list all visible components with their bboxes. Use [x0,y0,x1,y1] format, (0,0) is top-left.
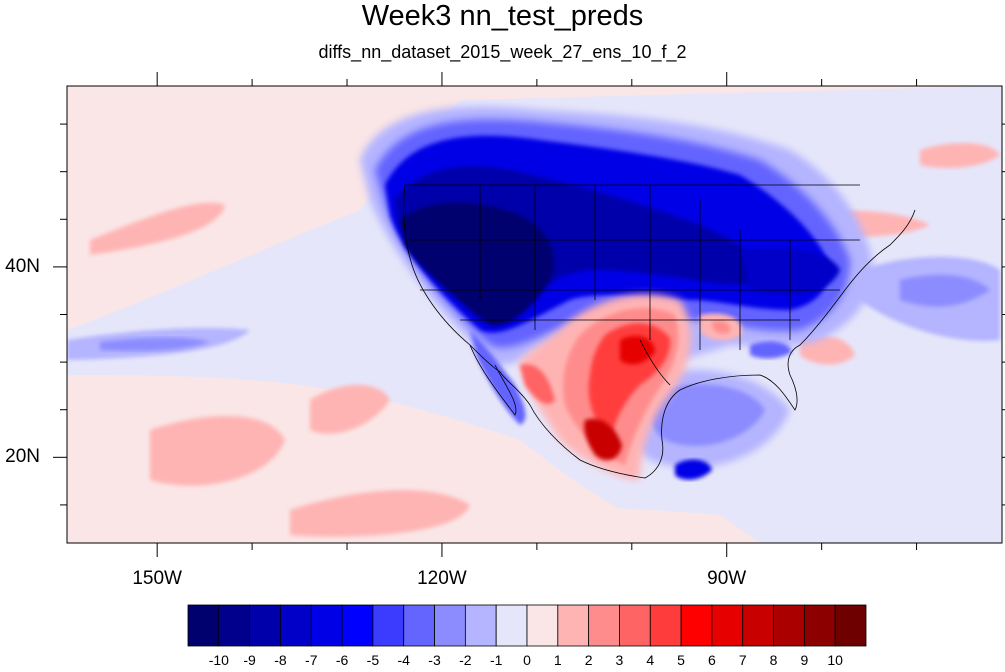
colorbar-swatch [464,604,497,647]
colorbar-swatch [711,604,744,647]
colorbar-label: -10 [208,652,229,668]
map-title: Week3 nn_test_preds [361,0,644,32]
lat-label: 40N [5,255,40,277]
lon-label: 120W [417,568,467,589]
colorbar-label: -2 [459,652,472,668]
colorbar-label: -8 [274,652,287,668]
colorbar-swatch [773,604,805,647]
colorbar-swatch [341,604,374,647]
colorbar-swatch [834,604,867,647]
colorbar-swatch [280,604,312,647]
colorbar-label: 4 [646,652,655,668]
colorbar-label: -3 [428,652,441,668]
lat-label: 20N [5,446,40,468]
colorbar-label: 9 [800,652,809,668]
colorbar-label: 8 [769,652,778,668]
colorbar-label: 5 [677,652,685,668]
lon-label: 90W [707,568,747,589]
colorbar-label: 7 [738,652,747,668]
colorbar-swatch [495,604,528,647]
colorbar-swatch [372,604,405,647]
colorbar-label: -4 [397,652,410,668]
colorbar-label: 1 [553,652,562,668]
colorbar-swatch [249,604,281,647]
coastlines [403,184,916,479]
colorbar-label: -7 [305,652,318,668]
colorbar-label: -9 [243,652,256,668]
colorbar-swatch [742,604,774,647]
colorbar-label: -5 [366,652,380,668]
colorbar-swatch [588,604,620,647]
colorbar-swatch [526,604,559,647]
colorbar-swatch [310,604,343,647]
colorbar-swatch [187,604,220,647]
colorbar-swatch [649,604,682,647]
colorbar-swatch [803,604,836,647]
colorbar-swatch [218,604,251,647]
map-subtitle: diffs_nn_dataset_2015_week_27_ens_10_f_2 [318,42,687,62]
colorbar-label: -1 [489,652,503,668]
colorbar-swatch [403,604,435,647]
colorbar-swatch [680,604,713,647]
colorbar-label: -6 [335,652,349,668]
colorbar-label: 3 [615,652,624,668]
colorbar-swatch [557,604,590,647]
colorbar-swatch [434,604,466,647]
colorbar-label: 6 [708,652,716,668]
lon-label: 150W [132,568,182,589]
contour-field [67,86,1002,543]
axis-ticks [53,72,1005,557]
colorbar-label: 10 [827,652,843,668]
colorbar-swatch [619,604,651,647]
colorbar-label: 2 [584,652,593,668]
colorbar-label: 0 [523,652,531,668]
